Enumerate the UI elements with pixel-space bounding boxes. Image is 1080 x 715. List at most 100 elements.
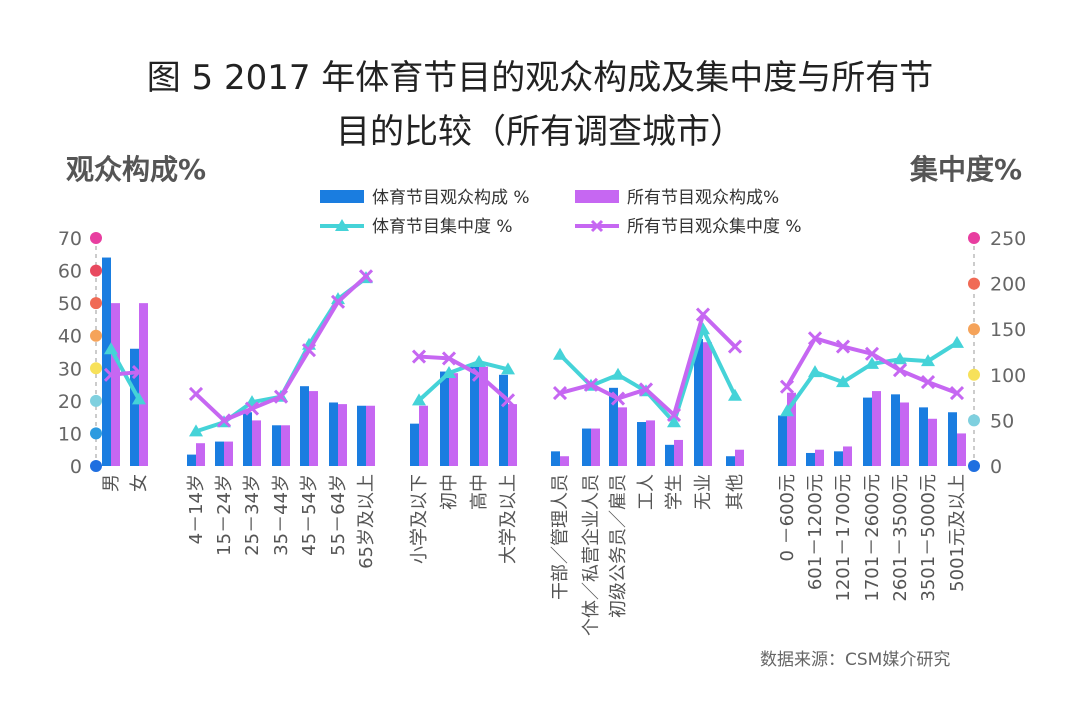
- line-point: [727, 339, 743, 354]
- series-line: [418, 354, 510, 402]
- left-tick-label: 30: [58, 358, 82, 380]
- category-label: 工人: [636, 474, 657, 510]
- left-axis-dot: [90, 460, 102, 472]
- bar: [919, 407, 928, 466]
- legend-marker: [335, 219, 349, 231]
- category-label: 初中: [439, 474, 460, 510]
- line-point: [189, 424, 203, 437]
- bar: [329, 402, 338, 466]
- category-label: 35－44岁: [271, 474, 292, 556]
- left-axis-dot: [90, 329, 102, 342]
- category-label: 个体／私营企业人员: [581, 474, 602, 636]
- right-tick-label: 150: [990, 319, 1026, 341]
- legend-label: 体育节目观众构成 %: [372, 188, 530, 208]
- bar: [479, 366, 488, 466]
- left-axis-dot: [90, 297, 102, 310]
- bar: [618, 407, 627, 466]
- line-point: [131, 365, 147, 380]
- line-point: [273, 389, 289, 404]
- line-point: [501, 362, 515, 375]
- category-label: 其他: [725, 474, 746, 510]
- line-point: [244, 401, 260, 416]
- bar: [778, 415, 787, 466]
- chart-title-line1: 图 5 2017 年体育节目的观众构成及集中度与所有节: [146, 58, 934, 98]
- series-line: [110, 370, 140, 377]
- right-axis-dot: [968, 460, 980, 472]
- line-point: [780, 404, 794, 417]
- legend-swatch: [575, 190, 619, 203]
- bar: [187, 454, 196, 466]
- category-label: 0 －600元: [777, 474, 798, 562]
- line-point: [779, 379, 795, 394]
- bar: [735, 449, 744, 466]
- bar: [843, 446, 852, 466]
- bar: [900, 402, 909, 466]
- category-label: 高中: [469, 474, 490, 510]
- line-point: [216, 413, 232, 428]
- line-point: [807, 331, 823, 346]
- category-label: 1201－1700元: [833, 474, 854, 602]
- left-tick-label: 60: [58, 261, 82, 283]
- category-label: 3501－5000元: [918, 474, 939, 602]
- bar: [637, 422, 646, 466]
- category-label: 2601－3500元: [890, 474, 911, 602]
- legend-label: 所有节目观众集中度 %: [627, 217, 802, 237]
- line-point: [949, 385, 965, 401]
- left-axis-title: 观众构成%: [66, 153, 207, 186]
- left-tick-label: 0: [70, 456, 82, 478]
- line-point: [611, 367, 625, 380]
- bar: [551, 451, 560, 466]
- bar: [338, 404, 347, 466]
- line-point: [188, 386, 204, 402]
- line-point: [667, 415, 681, 428]
- left-tick-label: 50: [58, 293, 82, 315]
- bar: [410, 423, 419, 466]
- left-axis-dot: [90, 362, 102, 375]
- bar: [300, 386, 309, 466]
- bar: [957, 433, 966, 466]
- right-axis-title: 集中度%: [909, 153, 1022, 186]
- category-label: 25－34岁: [242, 474, 263, 556]
- right-tick-label: 200: [990, 274, 1026, 296]
- category-label: 学生: [664, 474, 685, 510]
- bar: [272, 425, 281, 466]
- bar: [130, 348, 139, 466]
- legend-marker: [590, 219, 604, 233]
- right-axis-dot: [968, 414, 980, 427]
- line-point: [865, 356, 879, 369]
- bar: [591, 428, 600, 466]
- bar: [419, 405, 428, 466]
- line-point: [472, 355, 486, 368]
- left-axis-dot: [90, 427, 102, 440]
- line-point: [695, 307, 711, 322]
- right-tick-label: 0: [990, 456, 1002, 478]
- line-point: [412, 393, 426, 406]
- line-point: [893, 352, 907, 365]
- bar: [694, 338, 703, 466]
- bar: [139, 303, 148, 466]
- line-point: [864, 346, 880, 361]
- left-tick-label: 20: [58, 391, 82, 413]
- legend-swatch: [320, 190, 364, 203]
- left-tick-label: 10: [58, 423, 82, 445]
- category-label: 小学及以下: [409, 474, 430, 564]
- bar: [196, 443, 205, 466]
- bar: [508, 404, 517, 466]
- line-point: [728, 388, 742, 401]
- right-axis-dot: [968, 323, 980, 336]
- bar: [609, 387, 618, 466]
- category-label: 5001元及以上: [947, 474, 968, 592]
- line-point: [892, 363, 908, 378]
- bar: [449, 373, 458, 466]
- bar: [252, 420, 261, 466]
- category-label: 55－64岁: [328, 474, 349, 556]
- line-point: [301, 343, 317, 358]
- bar: [815, 449, 824, 466]
- line-point: [666, 407, 682, 422]
- category-label: 4－14岁: [186, 474, 207, 544]
- line-point: [411, 349, 427, 364]
- bar: [470, 365, 479, 466]
- line-point: [552, 385, 568, 401]
- line-point: [950, 335, 964, 348]
- bar: [366, 405, 375, 466]
